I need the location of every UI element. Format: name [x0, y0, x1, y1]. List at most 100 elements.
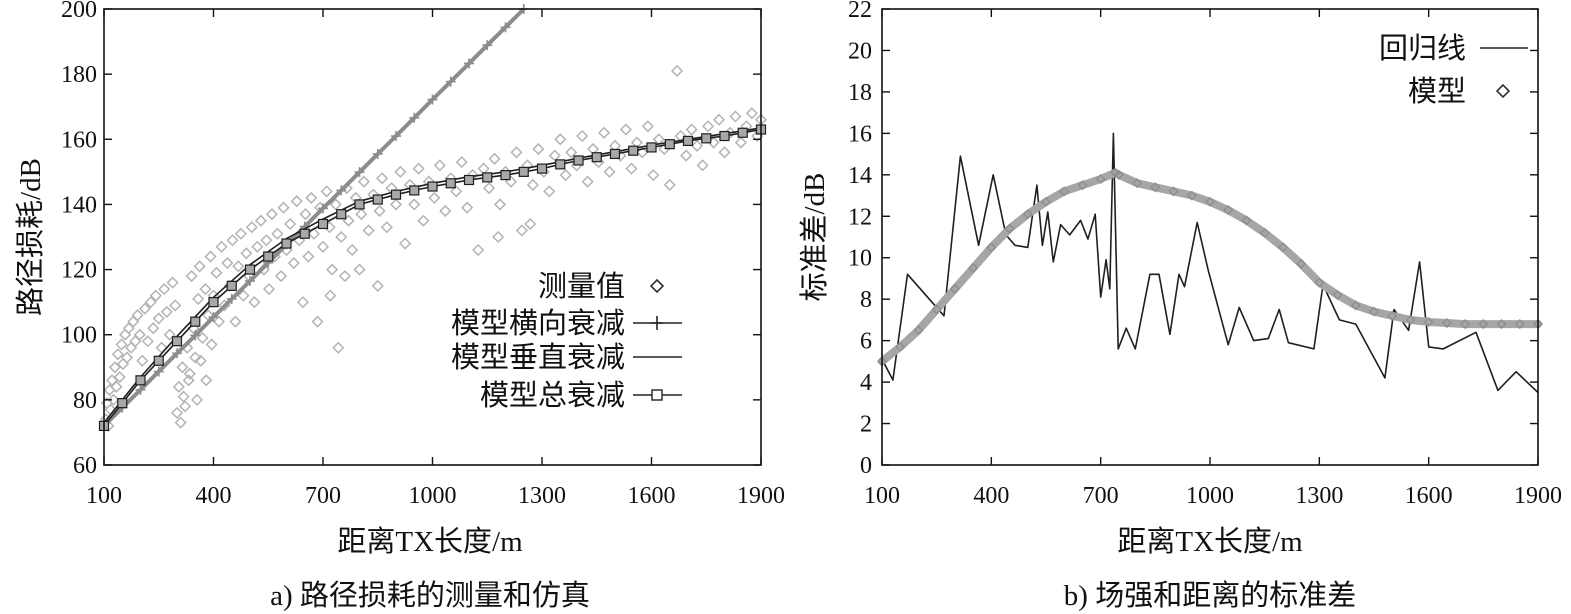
- measured-point: [226, 234, 239, 247]
- x-tick-label: 700: [305, 483, 341, 509]
- x-tick-label: 1600: [1405, 483, 1453, 509]
- model-point: [1204, 196, 1216, 207]
- measured-point: [229, 315, 242, 328]
- lateral-loss-marker: [500, 22, 511, 33]
- lateral-loss-marker: [409, 112, 420, 123]
- measured-point: [240, 247, 253, 260]
- measured-point: [170, 406, 184, 419]
- lateral-loss-marker: [391, 131, 401, 142]
- lateral-loss-marker: [336, 185, 347, 196]
- measured-point: [122, 322, 135, 335]
- model-point: [1113, 169, 1124, 180]
- measured-point: [702, 120, 715, 133]
- measured-point: [110, 380, 123, 393]
- measured-point: [492, 230, 505, 244]
- model-point: [931, 304, 942, 315]
- lateral-loss-marker: [482, 40, 493, 51]
- total-loss-marker: [153, 355, 164, 366]
- measured-point: [136, 354, 149, 367]
- model-point: [986, 242, 997, 253]
- measured-point: [670, 64, 684, 77]
- y-tick-label: 22: [848, 0, 872, 23]
- model-band: [878, 168, 1542, 366]
- total-loss-marker: [445, 178, 456, 189]
- x-tick-label: 400: [196, 483, 232, 509]
- series-layer: [98, 4, 768, 432]
- total-loss-marker: [208, 297, 219, 308]
- measured-point: [515, 224, 528, 237]
- model-point: [1077, 180, 1088, 191]
- legend-label: 测量值: [538, 270, 625, 303]
- lateral-loss-line: [102, 7, 526, 428]
- y-tick-label: 180: [61, 62, 97, 88]
- measured-point: [254, 214, 268, 227]
- measured-point: [169, 299, 182, 312]
- model-point: [1350, 300, 1361, 311]
- measured-point: [581, 175, 594, 188]
- measured-point: [204, 250, 217, 263]
- measured-point: [565, 146, 578, 159]
- model-point: [1423, 316, 1434, 328]
- chart-a-plot-area: 100 400 700 1000 1300 1600 1900 60 80 100 120 140 16…: [61, 0, 785, 509]
- chart-a: 100 400 700 1000 1300 1600 1900 60 80 100 120 140 16…: [14, 0, 785, 612]
- measured-point: [324, 289, 337, 302]
- measured-point: [234, 227, 247, 240]
- measured-point: [296, 296, 309, 309]
- measured-point: [265, 208, 278, 221]
- model-point: [1168, 186, 1179, 197]
- measured-point: [183, 367, 196, 380]
- model-series: [876, 167, 1544, 367]
- lateral-loss-marker: [318, 203, 328, 214]
- x-tick-label: 1000: [1186, 483, 1234, 509]
- series-layer: [876, 132, 1544, 394]
- y-tick-label: 120: [61, 258, 97, 284]
- measured-point: [115, 338, 128, 351]
- measured-point: [199, 283, 212, 296]
- measured-point: [237, 289, 250, 302]
- x-tick-label: 1900: [1514, 483, 1562, 509]
- regression-series: [881, 132, 1539, 394]
- x-tick-label: 1900: [737, 483, 785, 509]
- chart-b: 100 400 700 1000 1300 1600 1900 0 2 4 6 8 10 12 14 16 18…: [798, 0, 1562, 612]
- measured-point: [691, 139, 704, 152]
- measured-point: [232, 260, 245, 273]
- measured-point: [141, 335, 154, 348]
- chart-b-y-axis-title: 标准差/dB: [798, 173, 831, 302]
- measured-point: [712, 113, 726, 126]
- measured-point: [138, 302, 151, 315]
- total-loss-marker: [263, 251, 274, 262]
- measured-point: [149, 289, 162, 302]
- measured-point: [357, 175, 370, 188]
- lateral-loss-marker: [172, 348, 182, 359]
- measured-point: [603, 165, 616, 178]
- lateral-loss-marker: [372, 148, 383, 159]
- x-tick-label: 400: [973, 483, 1009, 509]
- model-point: [949, 283, 960, 294]
- measured-point: [287, 256, 300, 270]
- measured-point: [718, 146, 731, 159]
- measured-point: [193, 260, 206, 273]
- measured-point: [205, 338, 218, 351]
- measured-point: [163, 328, 176, 341]
- measured-point: [371, 279, 384, 292]
- measured-point: [685, 123, 698, 136]
- measured-point: [152, 312, 165, 325]
- measured-point: [108, 361, 122, 374]
- chart-a-caption: a) 路径损耗的测量和仿真: [270, 579, 590, 612]
- measured-point: [647, 169, 660, 182]
- total-loss-marker: [536, 163, 548, 174]
- measured-point: [619, 123, 633, 136]
- measured-point: [417, 214, 430, 227]
- legend-label: 模型垂直衰减: [451, 341, 625, 374]
- measured-point: [277, 201, 290, 214]
- measured-point: [439, 204, 452, 218]
- model-point: [1150, 182, 1161, 193]
- measured-point: [131, 309, 144, 322]
- axis-ticks: 100 400 700 1000 1300 1600 1900 0 2 4 6 8 10 12 14 16 18…: [848, 0, 1562, 509]
- model-point: [1296, 258, 1307, 270]
- measured-point: [166, 276, 179, 289]
- measured-point: [734, 136, 747, 149]
- legend-entry-regression: 回归线: [1379, 32, 1528, 65]
- model-point: [1022, 209, 1033, 220]
- y-tick-label: 200: [61, 0, 97, 23]
